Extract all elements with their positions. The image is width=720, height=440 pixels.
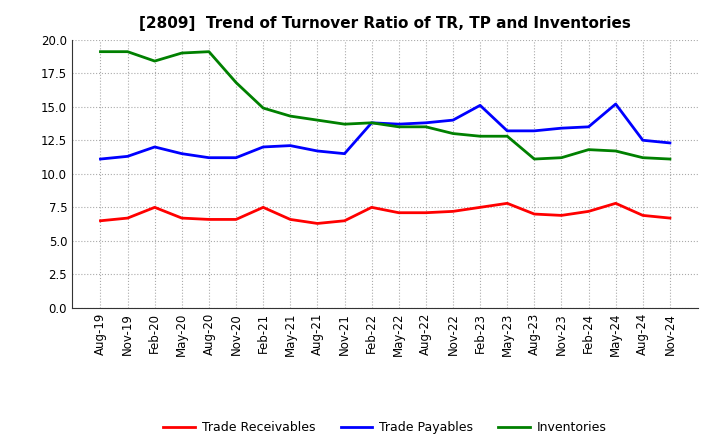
Trade Payables [503, 128, 511, 133]
Inventories [232, 80, 240, 85]
Trade Payables [584, 124, 593, 129]
Inventories [313, 117, 322, 123]
Legend: Trade Receivables, Trade Payables, Inventories: Trade Receivables, Trade Payables, Inven… [158, 416, 612, 439]
Trade Receivables [639, 213, 647, 218]
Trade Receivables [449, 209, 457, 214]
Inventories [123, 49, 132, 54]
Inventories [395, 124, 403, 129]
Trade Receivables [204, 217, 213, 222]
Trade Payables [259, 144, 268, 150]
Trade Receivables [421, 210, 430, 215]
Trade Receivables [178, 216, 186, 221]
Inventories [178, 50, 186, 55]
Trade Receivables [665, 216, 674, 221]
Trade Receivables [367, 205, 376, 210]
Trade Payables [96, 156, 105, 161]
Trade Payables [611, 101, 620, 106]
Inventories [259, 106, 268, 111]
Trade Payables [286, 143, 294, 148]
Inventories [476, 134, 485, 139]
Trade Receivables [96, 218, 105, 224]
Trade Payables [178, 151, 186, 156]
Title: [2809]  Trend of Turnover Ratio of TR, TP and Inventories: [2809] Trend of Turnover Ratio of TR, TP… [139, 16, 631, 32]
Trade Payables [204, 155, 213, 160]
Trade Payables [530, 128, 539, 133]
Line: Trade Payables: Trade Payables [101, 104, 670, 159]
Trade Receivables [557, 213, 566, 218]
Trade Receivables [232, 217, 240, 222]
Trade Receivables [584, 209, 593, 214]
Trade Payables [232, 155, 240, 160]
Inventories [557, 155, 566, 160]
Inventories [286, 114, 294, 119]
Trade Receivables [150, 205, 159, 210]
Trade Receivables [313, 221, 322, 226]
Inventories [665, 156, 674, 161]
Trade Receivables [530, 211, 539, 216]
Trade Payables [313, 148, 322, 154]
Trade Receivables [341, 218, 349, 224]
Inventories [150, 59, 159, 64]
Line: Inventories: Inventories [101, 51, 670, 159]
Trade Payables [557, 125, 566, 131]
Trade Receivables [503, 201, 511, 206]
Trade Payables [476, 103, 485, 108]
Trade Receivables [476, 205, 485, 210]
Trade Receivables [123, 216, 132, 221]
Trade Payables [395, 121, 403, 127]
Inventories [421, 124, 430, 129]
Trade Receivables [611, 201, 620, 206]
Inventories [96, 49, 105, 54]
Trade Payables [367, 120, 376, 125]
Inventories [341, 121, 349, 127]
Inventories [449, 131, 457, 136]
Trade Payables [639, 138, 647, 143]
Trade Payables [421, 120, 430, 125]
Trade Receivables [286, 217, 294, 222]
Inventories [584, 147, 593, 152]
Trade Payables [665, 140, 674, 146]
Inventories [639, 155, 647, 160]
Inventories [367, 120, 376, 125]
Inventories [204, 49, 213, 54]
Trade Payables [150, 144, 159, 150]
Trade Payables [123, 154, 132, 159]
Trade Payables [449, 117, 457, 123]
Inventories [530, 156, 539, 161]
Trade Receivables [259, 205, 268, 210]
Line: Trade Receivables: Trade Receivables [101, 203, 670, 224]
Trade Payables [341, 151, 349, 156]
Inventories [503, 134, 511, 139]
Inventories [611, 148, 620, 154]
Trade Receivables [395, 210, 403, 215]
